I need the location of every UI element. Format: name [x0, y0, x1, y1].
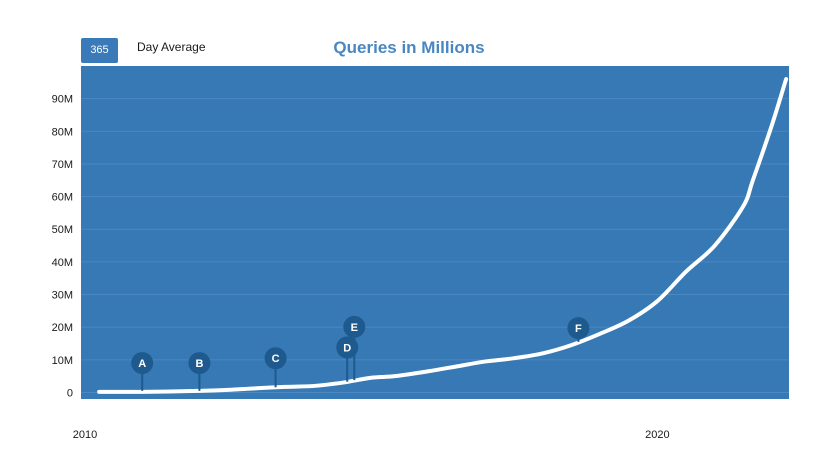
marker-f[interactable]: F [567, 317, 590, 342]
marker-label: C [272, 353, 280, 365]
marker-e[interactable]: E [343, 315, 366, 381]
marker-label: A [138, 358, 146, 370]
marker-c[interactable]: C [264, 347, 287, 388]
x-tick-label: 2020 [645, 429, 669, 441]
marker-pin [336, 336, 359, 359]
y-tick-label: 40M [52, 257, 73, 269]
series-line [97, 77, 789, 394]
average-period-button[interactable]: 365 [81, 38, 118, 63]
marker-pin [567, 317, 590, 340]
marker-label: D [343, 342, 351, 354]
marker-label: B [195, 358, 203, 370]
marker-label: E [351, 322, 358, 334]
marker-pin [264, 347, 287, 370]
marker-pin [131, 352, 154, 375]
marker-label: F [575, 323, 582, 335]
y-axis-ticks: 0 10M 20M 30M 40M 50M 60M 70M 80M 90M [52, 94, 73, 400]
annotation-markers: A B C DE F [131, 315, 590, 391]
marker-d[interactable]: D [336, 336, 359, 382]
y-tick-label: 60M [52, 192, 73, 204]
gridlines [81, 98, 789, 393]
marker-b[interactable]: B [188, 352, 211, 391]
plot-area [81, 66, 789, 399]
y-tick-label: 20M [52, 322, 73, 334]
x-tick-label: 2010 [73, 429, 97, 441]
y-tick-label: 50M [52, 224, 73, 236]
marker-a[interactable]: A [131, 352, 154, 391]
y-tick-label: 30M [52, 290, 73, 302]
x-axis-ticks: 2010 2020 [73, 429, 670, 441]
y-tick-label: 10M [52, 355, 73, 367]
y-tick-label: 70M [52, 159, 73, 171]
average-period-label: Day Average [137, 40, 206, 54]
y-tick-label: 80M [52, 126, 73, 138]
y-tick-label: 90M [52, 94, 73, 106]
marker-pin [343, 315, 366, 338]
marker-pin [188, 352, 211, 375]
y-tick-label: 0 [67, 387, 73, 399]
